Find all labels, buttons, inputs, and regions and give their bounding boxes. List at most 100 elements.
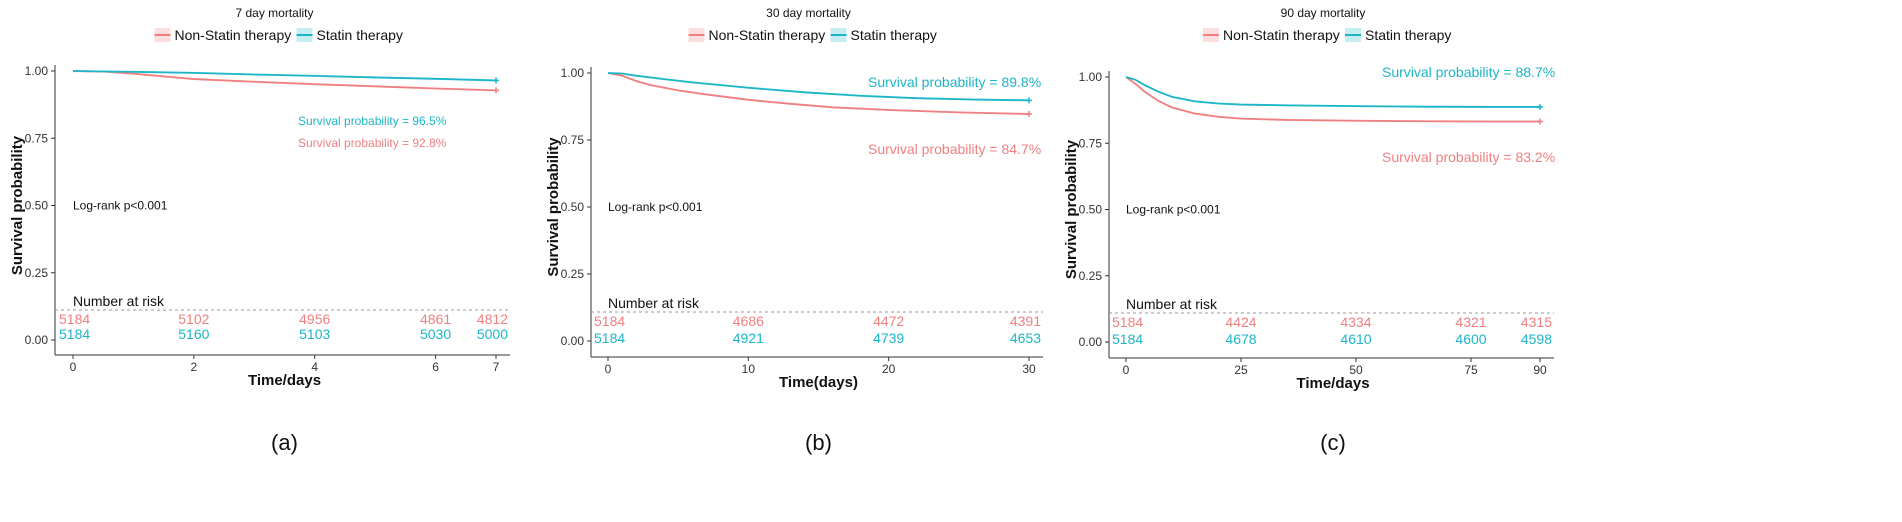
confidence-band [1126, 77, 1540, 109]
y-tick-label: 1.00 [561, 66, 585, 80]
chart-title: 7 day mortality [235, 6, 313, 20]
risk-count: 4315 [1521, 314, 1552, 330]
risk-count: 4321 [1455, 314, 1486, 330]
legend-label: Non-Statin therapy [175, 27, 292, 43]
y-tick-label: 1.00 [1079, 70, 1103, 84]
risk-count: 5184 [1112, 314, 1143, 330]
censor-mark [1026, 111, 1032, 118]
censor-mark [1026, 97, 1032, 104]
y-tick-label: 0.75 [561, 133, 585, 147]
y-tick-label: 1.00 [25, 64, 49, 78]
survival-annotation: Survival probability = 84.7% [868, 141, 1041, 157]
risk-count: 5103 [299, 326, 330, 342]
risk-count: 4861 [420, 311, 451, 327]
y-axis-label: Survival probability [1063, 139, 1080, 279]
survival-line [72, 70, 497, 92]
legend-label: Non-Statin therapy [1223, 27, 1340, 43]
panel-label: (a) [271, 430, 298, 455]
risk-count: 4472 [873, 313, 904, 329]
legend-entry: Non-Statin therapy [1203, 27, 1340, 43]
risk-count: 5030 [420, 326, 451, 342]
x-tick-label: 2 [191, 360, 198, 374]
y-tick-label: 0.25 [561, 267, 585, 281]
x-tick-label: 4 [311, 360, 318, 374]
x-tick-label: 50 [1349, 363, 1363, 377]
legend-entry: Statin therapy [830, 27, 937, 43]
risk-table-title: Number at risk [608, 295, 700, 311]
legend-label: Statin therapy [1365, 27, 1451, 43]
risk-count: 5160 [178, 326, 209, 342]
survival-line [1125, 76, 1540, 123]
risk-count: 4610 [1340, 331, 1371, 347]
risk-count: 5184 [1112, 331, 1143, 347]
panel-label: (c) [1320, 430, 1346, 455]
survival-line [607, 72, 1030, 115]
risk-count: 4678 [1225, 331, 1256, 347]
y-tick-label: 0.75 [1079, 136, 1103, 150]
chart-title: 90 day mortality [1281, 6, 1366, 20]
legend-label: Non-Statin therapy [709, 27, 826, 43]
censor-mark [493, 77, 499, 84]
survival-annotation: Survival probability = 89.8% [868, 74, 1041, 90]
logrank-label: Log-rank p<0.001 [1126, 203, 1221, 217]
panel-label: (b) [805, 430, 832, 455]
survival-annotation: Survival probability = 88.7% [1382, 64, 1555, 80]
y-tick-label: 0.00 [561, 334, 585, 348]
legend-entry: Non-Statin therapy [154, 27, 292, 43]
x-tick-label: 0 [605, 362, 612, 376]
risk-count: 4653 [1010, 330, 1041, 346]
legend-label: Statin therapy [317, 27, 403, 43]
y-tick-label: 0.25 [25, 266, 49, 280]
y-tick-label: 0.50 [25, 199, 49, 213]
survival-line [607, 72, 1030, 102]
risk-table-title: Number at risk [1126, 296, 1218, 312]
x-tick-label: 75 [1464, 363, 1478, 377]
x-tick-label: 6 [432, 360, 439, 374]
x-tick-label: 90 [1533, 363, 1547, 377]
km-chart: 7 day mortality Non-Statin therapy Statin … [9, 6, 510, 455]
legend-entry: Statin therapy [296, 27, 403, 43]
risk-count: 4686 [733, 313, 764, 329]
y-tick-label: 0.50 [561, 200, 585, 214]
y-tick-label: 0.75 [25, 131, 49, 145]
x-axis-label: Time/days [248, 372, 321, 389]
x-axis-label: Time(days) [779, 374, 858, 391]
x-tick-label: 7 [493, 360, 500, 374]
y-axis-label: Survival probability [9, 135, 26, 275]
km-chart: 90 day mortality Non-Statin therapy Statin… [1063, 6, 1555, 455]
risk-count: 4424 [1225, 314, 1256, 330]
y-tick-label: 0.25 [1079, 269, 1103, 283]
censor-mark [1537, 118, 1543, 125]
legend-entry: Statin therapy [1345, 27, 1451, 43]
x-tick-label: 20 [882, 362, 896, 376]
survival-line [72, 70, 497, 82]
survival-annotation: Survival probability = 92.8% [298, 136, 447, 150]
x-axis-label: Time/days [1296, 375, 1369, 392]
survival-annotation: Survival probability = 83.2% [1382, 149, 1555, 165]
confidence-band [73, 71, 496, 82]
chart-panel-b: 30 day mortality Non-Statin therapy Statin… [536, 0, 1054, 522]
risk-table-title: Number at risk [73, 293, 165, 309]
x-tick-label: 0 [70, 360, 77, 374]
x-tick-label: 10 [742, 362, 756, 376]
y-tick-label: 0.00 [25, 333, 49, 347]
legend-label: Statin therapy [851, 27, 937, 43]
risk-count: 5184 [59, 326, 90, 342]
censor-mark [493, 87, 499, 94]
risk-count: 5000 [477, 326, 508, 342]
chart-panel-c: 90 day mortality Non-Statin therapy Statin… [1054, 0, 1574, 522]
chart-panel-a: 7 day mortality Non-Statin therapy Statin … [0, 0, 536, 522]
y-tick-label: 0.50 [1079, 203, 1103, 217]
censor-mark [1537, 103, 1543, 110]
y-axis-label: Survival probability [545, 137, 562, 277]
risk-count: 5184 [594, 313, 625, 329]
risk-count: 5102 [178, 311, 209, 327]
risk-count: 4391 [1010, 313, 1041, 329]
risk-count: 4600 [1455, 331, 1486, 347]
risk-count: 4812 [477, 311, 508, 327]
risk-count: 5184 [594, 330, 625, 346]
risk-count: 4334 [1340, 314, 1371, 330]
survival-line [1125, 76, 1540, 108]
risk-count: 4921 [733, 330, 764, 346]
